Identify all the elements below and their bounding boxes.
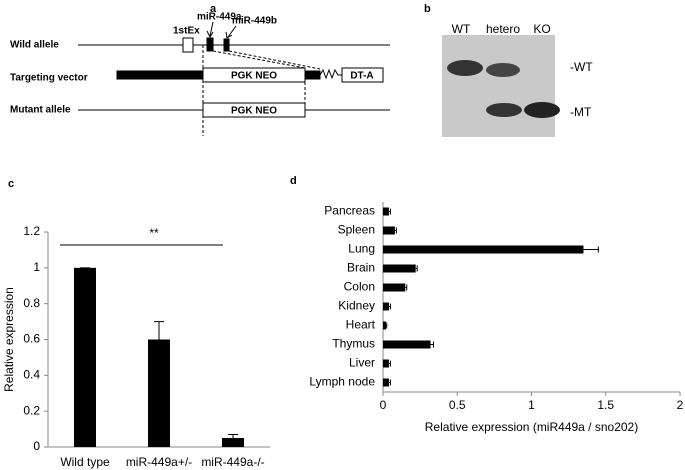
mir-label: miR-449b xyxy=(232,16,277,27)
error-bar xyxy=(388,360,391,367)
y-tick-label: 1 xyxy=(33,260,40,274)
error-bar xyxy=(388,208,391,215)
row-label: Mutant allele xyxy=(10,105,71,116)
row-label: Wild allele xyxy=(10,40,59,51)
x-tick-label: 0 xyxy=(380,398,387,412)
y-tick-label: 0.6 xyxy=(23,332,40,346)
error-bar xyxy=(405,284,408,291)
bar xyxy=(383,207,389,216)
y-tick-label: Lung xyxy=(348,242,375,256)
dta-label: DT-A xyxy=(350,71,373,82)
y-tick-label: 0.8 xyxy=(23,296,40,310)
bar xyxy=(74,267,96,447)
neo-label: PGK NEO xyxy=(231,71,277,82)
error-bar xyxy=(394,227,397,234)
x-tick-label: 1.5 xyxy=(597,398,614,412)
error-bar xyxy=(388,303,391,310)
error-bar xyxy=(388,379,391,386)
band-label: -MT xyxy=(570,105,592,119)
y-tick-label: Liver xyxy=(349,356,375,370)
bar xyxy=(148,339,170,447)
y-tick-label: Brain xyxy=(347,261,375,275)
targeting-diagram xyxy=(78,21,390,136)
error-bar xyxy=(430,341,434,348)
bar xyxy=(383,378,389,387)
y-axis-label: Relative expression xyxy=(2,287,16,392)
x-axis-label: Relative expression (miR449a / sno202) xyxy=(425,420,638,434)
y-tick-label: 0.2 xyxy=(23,403,40,417)
y-tick-label: Spleen xyxy=(338,223,375,237)
lane-label: WT xyxy=(452,22,471,36)
x-tick-label: miR-449a+/- xyxy=(126,455,192,469)
x-tick-label: miR-449a-/- xyxy=(201,455,264,469)
bar xyxy=(383,264,416,273)
bar xyxy=(383,302,389,311)
bar xyxy=(383,226,395,235)
error-bar xyxy=(415,265,418,272)
y-tick-label: Lymph node xyxy=(309,375,375,389)
bar xyxy=(383,245,584,254)
bar xyxy=(383,359,389,368)
y-tick-label: 1.2 xyxy=(23,224,40,238)
y-tick-label: Heart xyxy=(346,318,376,332)
row-label: Targeting vector xyxy=(10,73,88,84)
panel-label: a xyxy=(210,3,217,15)
error-bar xyxy=(583,246,599,253)
mir-label: miR-449a xyxy=(197,12,242,23)
x-tick-label: 0.5 xyxy=(449,398,466,412)
significance-label: ** xyxy=(149,226,159,240)
bar xyxy=(383,340,431,349)
bar xyxy=(383,283,406,292)
y-tick-label: Thymus xyxy=(332,337,375,351)
error-bar xyxy=(228,433,238,439)
bar xyxy=(222,438,244,447)
y-tick-label: 0.4 xyxy=(23,368,40,382)
neo-label: PGK NEO xyxy=(231,106,277,117)
x-tick-label: 1 xyxy=(528,398,535,412)
lane-label: KO xyxy=(533,22,550,36)
x-tick-label: Wild type xyxy=(60,455,110,469)
error-bar xyxy=(385,322,388,329)
y-tick-label: 0 xyxy=(33,439,40,453)
band-label: -WT xyxy=(570,60,593,74)
panel-label: b xyxy=(424,3,431,15)
panel-label: c xyxy=(8,178,14,190)
blot-image xyxy=(442,35,560,137)
error-bar xyxy=(154,321,164,340)
x-tick-label: 2 xyxy=(677,398,684,412)
y-tick-label: Kidney xyxy=(338,299,375,313)
y-tick-label: Colon xyxy=(344,280,375,294)
panel-label: d xyxy=(290,175,297,187)
bar xyxy=(383,321,386,330)
exon-label: 1stEx xyxy=(173,26,200,37)
lane-label: hetero xyxy=(486,22,520,36)
y-tick-label: Pancreas xyxy=(324,204,375,218)
